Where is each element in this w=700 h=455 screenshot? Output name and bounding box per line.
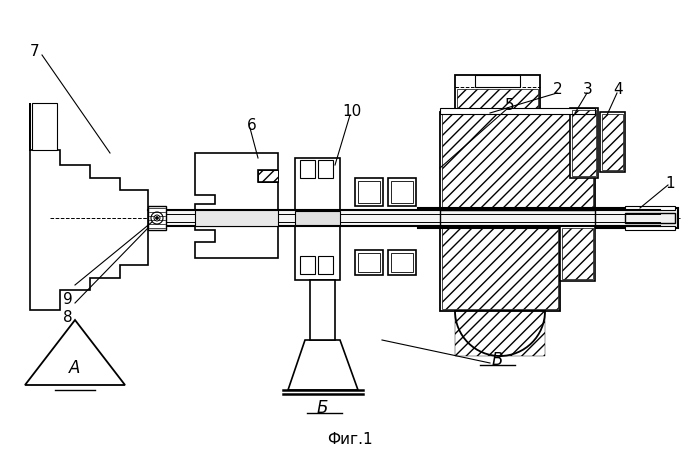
Bar <box>358 181 380 203</box>
Bar <box>442 114 593 216</box>
Circle shape <box>151 212 163 224</box>
Bar <box>355 250 383 275</box>
Polygon shape <box>195 153 278 258</box>
Polygon shape <box>25 320 125 385</box>
Bar <box>258 214 278 224</box>
Bar <box>355 178 383 206</box>
Text: 4: 4 <box>613 82 623 97</box>
Polygon shape <box>288 340 358 390</box>
Text: 1: 1 <box>665 176 675 191</box>
Text: 6: 6 <box>247 117 257 132</box>
Bar <box>440 108 595 114</box>
Text: Фиг.1: Фиг.1 <box>327 433 373 448</box>
Bar <box>300 256 315 274</box>
Text: 10: 10 <box>342 105 362 120</box>
Bar <box>475 75 520 87</box>
Text: А: А <box>69 359 80 377</box>
Circle shape <box>154 215 160 221</box>
Text: 3: 3 <box>583 82 593 97</box>
Text: В: В <box>491 351 503 369</box>
Text: 2: 2 <box>553 82 563 97</box>
Bar <box>388 178 416 206</box>
Bar <box>625 206 675 210</box>
Bar <box>300 160 315 178</box>
Bar <box>600 112 625 172</box>
Text: Б: Б <box>316 399 328 417</box>
Text: 8: 8 <box>63 310 73 325</box>
Bar <box>418 208 678 228</box>
Bar <box>560 226 595 281</box>
Bar <box>148 206 166 230</box>
Bar <box>388 250 416 275</box>
Bar <box>391 181 413 203</box>
Polygon shape <box>30 103 148 310</box>
Bar <box>32 103 57 150</box>
Bar <box>358 253 380 272</box>
Bar <box>572 110 596 176</box>
Bar <box>455 75 540 112</box>
Bar <box>440 112 595 218</box>
Bar <box>570 108 598 178</box>
Bar <box>295 158 340 280</box>
Bar <box>148 210 660 226</box>
Bar <box>440 226 560 311</box>
Bar <box>195 210 278 226</box>
Bar <box>455 311 545 356</box>
Bar <box>258 170 278 182</box>
Bar <box>442 228 558 309</box>
Wedge shape <box>455 311 545 356</box>
Text: 7: 7 <box>30 45 40 60</box>
Bar <box>457 89 538 110</box>
Bar <box>310 280 335 340</box>
Text: 5: 5 <box>505 97 514 112</box>
Bar <box>295 211 340 225</box>
Bar <box>318 256 333 274</box>
Bar <box>440 210 595 226</box>
Circle shape <box>155 217 158 219</box>
Bar <box>625 213 675 223</box>
Bar <box>440 210 595 226</box>
Bar <box>602 114 623 170</box>
Bar <box>562 228 593 279</box>
Text: 9: 9 <box>63 293 73 308</box>
Bar <box>625 226 675 230</box>
Bar <box>318 160 333 178</box>
Bar <box>391 253 413 272</box>
